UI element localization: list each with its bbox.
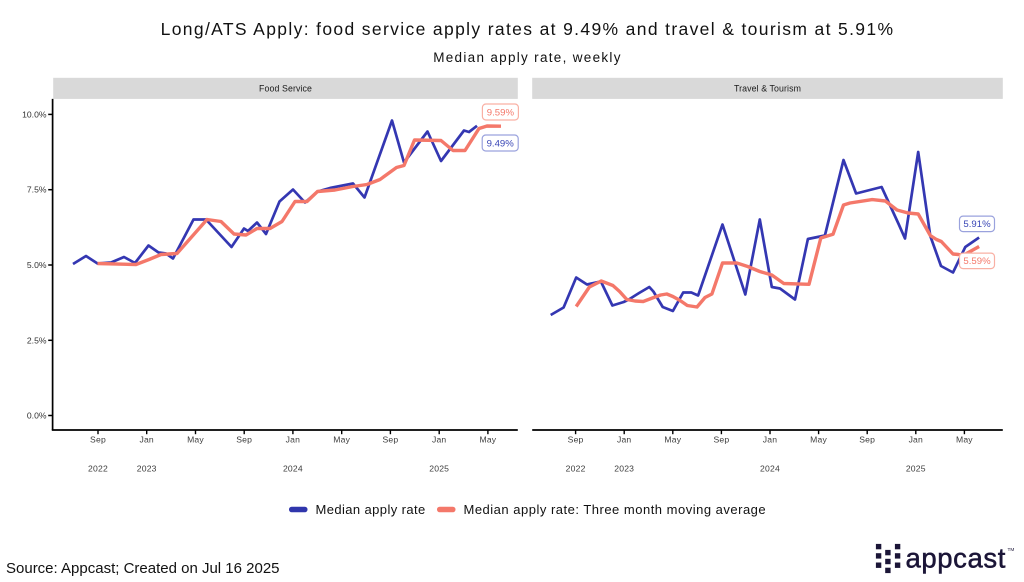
- svg-text:Sep: Sep: [859, 435, 875, 445]
- svg-text:5.0%: 5.0%: [27, 260, 47, 270]
- svg-text:Jan: Jan: [763, 435, 777, 445]
- svg-text:7.5%: 7.5%: [27, 185, 47, 195]
- svg-text:2022: 2022: [88, 464, 108, 474]
- svg-text:Long/ATS Apply: food service a: Long/ATS Apply: food service apply rates…: [161, 19, 895, 39]
- svg-text:Travel & Tourism: Travel & Tourism: [734, 83, 801, 93]
- svg-text:May: May: [810, 435, 827, 445]
- svg-text:2.5%: 2.5%: [27, 335, 47, 345]
- svg-text:Source: Appcast; Created on Ju: Source: Appcast; Created on Jul 16 2025: [6, 560, 280, 577]
- svg-text:0.0%: 0.0%: [27, 411, 47, 421]
- svg-text:Jan: Jan: [286, 435, 300, 445]
- svg-text:2023: 2023: [614, 464, 634, 474]
- svg-text:2024: 2024: [760, 464, 780, 474]
- svg-text:May: May: [333, 435, 350, 445]
- svg-text:Sep: Sep: [90, 435, 106, 445]
- svg-text:Sep: Sep: [382, 435, 398, 445]
- svg-text:Median apply rate: Median apply rate: [316, 502, 426, 517]
- svg-text:2022: 2022: [566, 464, 586, 474]
- svg-text:9.49%: 9.49%: [487, 138, 515, 149]
- svg-text:5.91%: 5.91%: [963, 219, 991, 230]
- svg-text:2025: 2025: [906, 464, 926, 474]
- svg-text:May: May: [479, 435, 496, 445]
- svg-text:Median apply rate: Three month: Median apply rate: Three month moving av…: [464, 502, 767, 517]
- svg-text:Jan: Jan: [139, 435, 153, 445]
- svg-text:2023: 2023: [137, 464, 157, 474]
- svg-text:5.59%: 5.59%: [963, 256, 991, 267]
- svg-text:May: May: [956, 435, 973, 445]
- svg-text:Sep: Sep: [713, 435, 729, 445]
- svg-text:Sep: Sep: [236, 435, 252, 445]
- svg-text:appcast: appcast: [906, 543, 1007, 574]
- svg-text:TM: TM: [1008, 547, 1015, 553]
- svg-text:May: May: [664, 435, 681, 445]
- svg-text:Jan: Jan: [909, 435, 923, 445]
- svg-text:Food Service: Food Service: [259, 83, 312, 93]
- svg-text:May: May: [187, 435, 204, 445]
- svg-text:Median apply rate, weekly: Median apply rate, weekly: [433, 50, 622, 65]
- svg-text:Jan: Jan: [617, 435, 631, 445]
- svg-text:9.59%: 9.59%: [487, 107, 515, 118]
- svg-text:10.0%: 10.0%: [22, 109, 47, 119]
- svg-text:2024: 2024: [283, 464, 303, 474]
- svg-text:Jan: Jan: [432, 435, 446, 445]
- svg-text:2025: 2025: [429, 464, 449, 474]
- svg-text:Sep: Sep: [568, 435, 584, 445]
